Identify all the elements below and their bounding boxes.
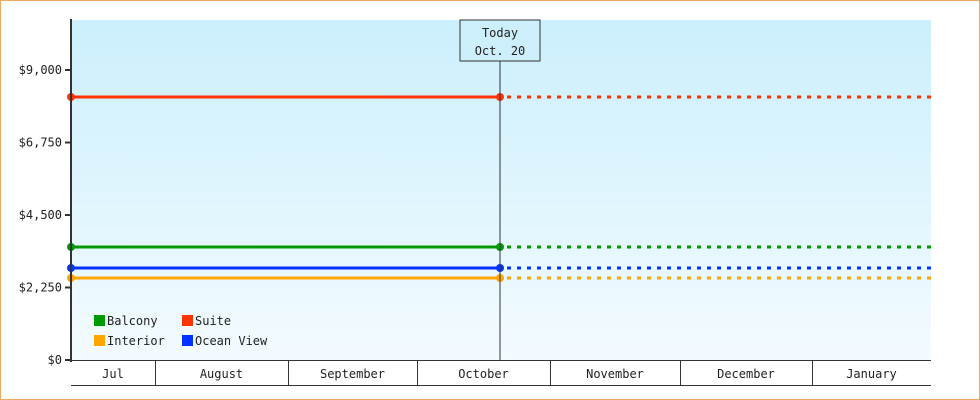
y-tick-label: $2,250 (19, 281, 62, 295)
today-label: Today (482, 26, 518, 40)
legend-label: Suite (195, 314, 231, 328)
legend-swatch (182, 315, 193, 326)
legend-swatch (94, 315, 105, 326)
today-marker: Today Oct. 20 (459, 19, 541, 360)
month-label: October (458, 367, 509, 381)
month-label: November (586, 367, 644, 381)
y-tick-label: $9,000 (19, 63, 62, 77)
today-date: Oct. 20 (475, 44, 526, 58)
legend-swatch (182, 335, 193, 346)
y-tick-label: $4,500 (19, 208, 62, 222)
legend-label: Interior (107, 334, 165, 348)
month-label: August (200, 367, 243, 381)
month-label: Jul (102, 367, 124, 381)
y-tick-label: $0 (48, 353, 62, 367)
plot-area (71, 20, 931, 360)
legend: Balcony Suite Interior Ocean View (94, 314, 268, 348)
month-label: January (846, 367, 897, 381)
legend-label: Ocean View (195, 334, 268, 348)
month-label: December (717, 367, 775, 381)
legend-swatch (94, 335, 105, 346)
month-label: September (320, 367, 385, 381)
y-tick-label: $6,750 (19, 136, 62, 150)
legend-label: Balcony (107, 314, 158, 328)
